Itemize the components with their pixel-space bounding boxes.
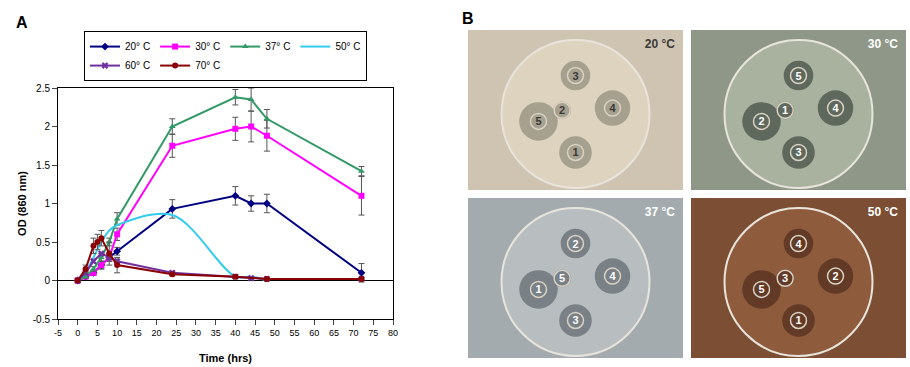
svg-text:1: 1 [44, 198, 50, 209]
svg-text:3: 3 [572, 70, 578, 82]
svg-text:1: 1 [782, 104, 788, 116]
svg-text:0.5: 0.5 [36, 237, 50, 248]
svg-text:3: 3 [782, 272, 788, 284]
svg-text:37° C: 37° C [265, 41, 290, 52]
svg-text:30: 30 [191, 328, 201, 338]
svg-text:15: 15 [132, 328, 142, 338]
svg-text:80: 80 [388, 328, 398, 338]
svg-text:40: 40 [230, 328, 240, 338]
svg-text:20° C: 20° C [125, 41, 150, 52]
svg-text:2: 2 [44, 121, 50, 132]
svg-text:45: 45 [250, 328, 260, 338]
svg-text:2.5: 2.5 [36, 83, 50, 94]
svg-text:-5: -5 [54, 328, 62, 338]
svg-text:1: 1 [535, 283, 541, 295]
svg-text:2: 2 [758, 115, 764, 127]
svg-text:50° C: 50° C [335, 41, 360, 52]
svg-text:Time (hrs): Time (hrs) [199, 352, 252, 364]
svg-text:1.5: 1.5 [36, 160, 50, 171]
svg-text:60° C: 60° C [125, 60, 150, 71]
svg-text:5: 5 [758, 283, 764, 295]
svg-text:-0.5: -0.5 [33, 314, 51, 325]
svg-text:25: 25 [171, 328, 181, 338]
svg-text:5: 5 [559, 272, 565, 284]
svg-text:4: 4 [609, 102, 616, 114]
svg-text:5: 5 [95, 328, 100, 338]
svg-text:37 °C: 37 °C [645, 205, 675, 219]
svg-text:2: 2 [832, 270, 838, 282]
svg-text:55: 55 [289, 328, 299, 338]
svg-text:70° C: 70° C [195, 60, 220, 71]
svg-text:30° C: 30° C [195, 41, 220, 52]
svg-text:5: 5 [795, 70, 801, 82]
svg-text:4: 4 [795, 238, 802, 250]
svg-text:60: 60 [309, 328, 319, 338]
svg-text:OD (860 nm): OD (860 nm) [16, 171, 28, 236]
svg-text:0: 0 [75, 328, 80, 338]
svg-text:50: 50 [270, 328, 280, 338]
svg-text:20 °C: 20 °C [645, 37, 675, 51]
svg-text:A: A [16, 14, 28, 31]
svg-text:1: 1 [795, 314, 801, 326]
svg-text:4: 4 [832, 102, 839, 114]
svg-text:3: 3 [795, 146, 801, 158]
svg-text:0: 0 [44, 275, 50, 286]
svg-text:30 °C: 30 °C [868, 37, 898, 51]
svg-text:1: 1 [572, 146, 578, 158]
svg-text:3: 3 [572, 314, 578, 326]
svg-text:10: 10 [112, 328, 122, 338]
svg-text:2: 2 [572, 238, 578, 250]
svg-text:70: 70 [349, 328, 359, 338]
svg-text:20: 20 [152, 328, 162, 338]
svg-text:50 °C: 50 °C [868, 205, 898, 219]
svg-text:4: 4 [609, 270, 616, 282]
svg-text:35: 35 [211, 328, 221, 338]
svg-text:5: 5 [535, 115, 541, 127]
svg-text:B: B [462, 10, 474, 27]
svg-text:65: 65 [329, 328, 339, 338]
svg-text:75: 75 [368, 328, 378, 338]
svg-text:2: 2 [559, 104, 565, 116]
